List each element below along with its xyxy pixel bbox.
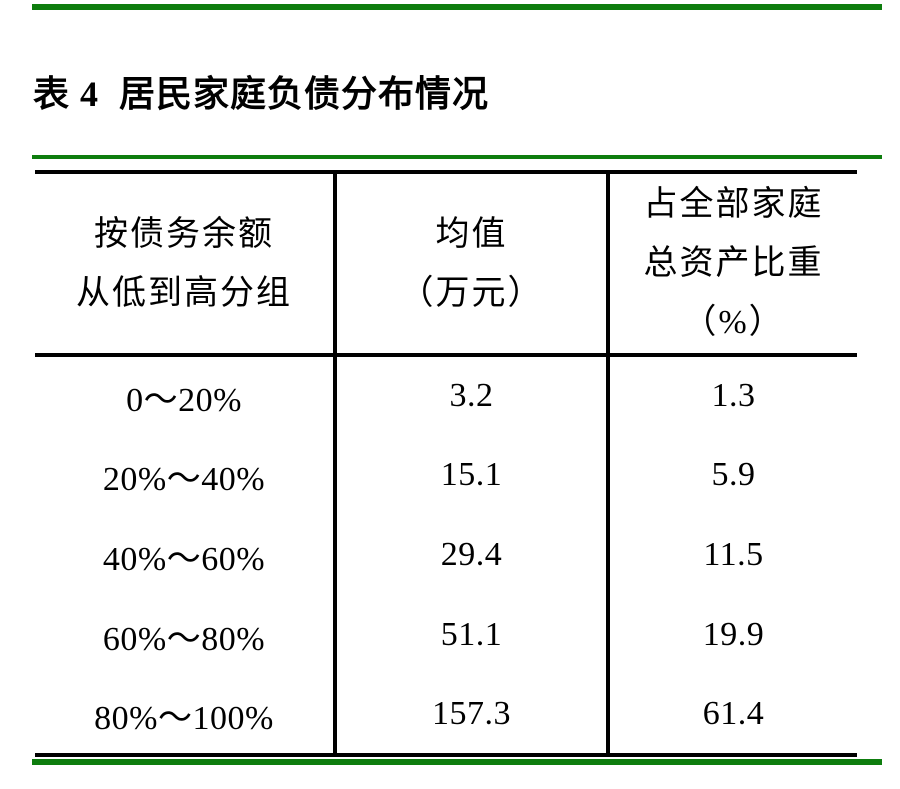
- mean-cell: 15.1: [333, 435, 608, 515]
- group-cell: 20%～40%: [102, 460, 266, 498]
- table-row: 80%～100% 157.3 61.4: [35, 675, 857, 755]
- table-row: 20%～40% 15.1 5.9: [35, 435, 857, 515]
- mean-cell: 157.3: [333, 675, 608, 755]
- share-cell: 19.9: [606, 595, 857, 675]
- table-body: 0～20% 3.2 1.3 20%～40% 15.1 5.9 40%～60% 2…: [35, 355, 857, 755]
- table-row: 40%～60% 29.4 11.5: [35, 515, 857, 595]
- mean-cell: 51.1: [333, 595, 608, 675]
- group-cell: 60%～80%: [102, 620, 266, 658]
- header-line: （%）: [682, 304, 785, 341]
- group-cell: 40%～60%: [102, 540, 266, 578]
- group-cell: 0～20%: [126, 381, 242, 419]
- green-rule-bottom: [32, 759, 882, 765]
- debt-distribution-table: 按债务余额 从低到高分组 均值 （万元） 占全部家庭 总资产比重 （%）: [35, 170, 857, 757]
- table-row: 60%～80% 51.1 19.9: [35, 595, 857, 675]
- share-cell: 1.3: [606, 355, 857, 435]
- share-cell: 11.5: [606, 515, 857, 595]
- green-rule-middle: [32, 155, 882, 159]
- table-caption: 表 4 居民家庭负债分布情况: [33, 74, 490, 114]
- share-cell: 61.4: [606, 675, 857, 755]
- header-line: 均值: [435, 215, 508, 253]
- table-header: 按债务余额 从低到高分组 均值 （万元） 占全部家庭 总资产比重 （%）: [35, 172, 857, 357]
- group-cell: 80%～100%: [94, 699, 274, 737]
- mean-cell: 29.4: [333, 515, 608, 595]
- document-page: 表 4 居民家庭负债分布情况 按债务余额 从低到高分组 均值 （万元）: [0, 4, 900, 789]
- table-row: 0～20% 3.2 1.3: [35, 355, 857, 435]
- mean-cell: 3.2: [333, 355, 608, 435]
- header-line: 从低到高分组: [76, 274, 292, 312]
- header-line: 按债务余额: [94, 215, 274, 253]
- header-share-column: 占全部家庭 总资产比重 （%）: [606, 172, 857, 357]
- header-group-column: 按债务余额 从低到高分组: [35, 172, 335, 357]
- header-line: （万元）: [399, 274, 544, 312]
- header-line: 总资产比重: [643, 245, 824, 282]
- header-row: 按债务余额 从低到高分组 均值 （万元） 占全部家庭 总资产比重 （%）: [35, 172, 857, 357]
- share-cell: 5.9: [606, 435, 857, 515]
- green-rule-top: [32, 4, 882, 10]
- header-mean-column: 均值 （万元）: [333, 172, 608, 357]
- header-line: 占全部家庭: [643, 186, 824, 223]
